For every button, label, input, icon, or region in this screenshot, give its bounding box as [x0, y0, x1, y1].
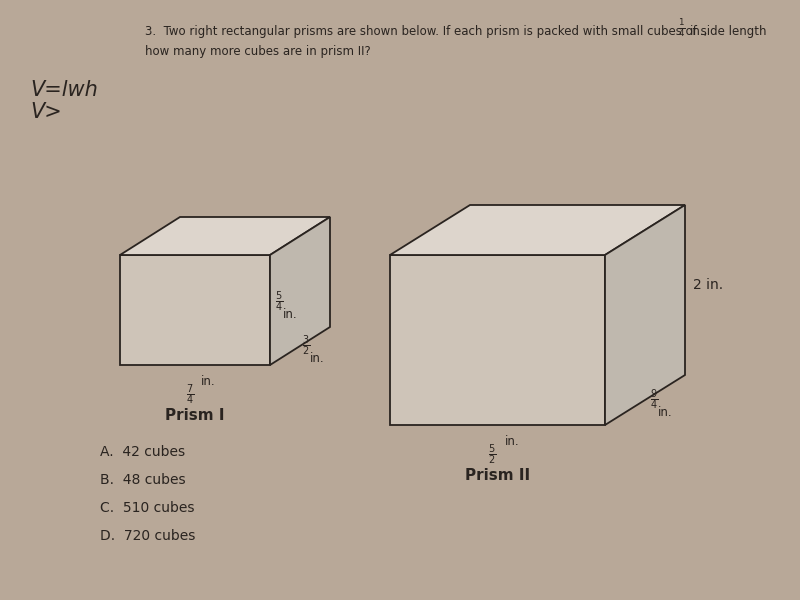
Text: V=lwh: V=lwh: [30, 80, 98, 100]
Text: B.  48 cubes: B. 48 cubes: [100, 473, 186, 487]
Text: in.: in.: [505, 435, 519, 448]
Polygon shape: [120, 255, 270, 365]
Polygon shape: [390, 255, 605, 425]
Text: V>: V>: [30, 102, 62, 122]
Text: how many more cubes are in prism II?: how many more cubes are in prism II?: [145, 46, 370, 58]
Text: $\frac{3}{2}$: $\frac{3}{2}$: [302, 334, 310, 358]
Polygon shape: [120, 217, 330, 255]
Text: Prism II: Prism II: [465, 467, 530, 482]
Text: in.: in.: [201, 375, 216, 388]
Text: D.  720 cubes: D. 720 cubes: [100, 529, 195, 543]
Polygon shape: [390, 205, 685, 255]
Text: $\frac{7}{4}$: $\frac{7}{4}$: [186, 383, 194, 407]
Text: $\frac{5}{2}$: $\frac{5}{2}$: [489, 443, 497, 467]
Text: in.: in.: [283, 307, 298, 320]
Text: in.: in.: [310, 352, 325, 364]
Text: A.  42 cubes: A. 42 cubes: [100, 445, 185, 459]
Polygon shape: [270, 217, 330, 365]
Text: C.  510 cubes: C. 510 cubes: [100, 501, 194, 515]
Text: in.,: in.,: [690, 25, 708, 38]
Text: $\frac{1}{4}$: $\frac{1}{4}$: [678, 17, 686, 39]
Text: $\frac{9}{4}$: $\frac{9}{4}$: [650, 388, 658, 412]
Text: 2 in.: 2 in.: [693, 278, 723, 292]
Polygon shape: [605, 205, 685, 425]
Text: Prism I: Prism I: [166, 407, 225, 422]
Text: $\frac{5}{4}$: $\frac{5}{4}$: [275, 290, 283, 314]
Text: in.: in.: [658, 406, 673, 419]
Text: 3.  Two right rectangular prisms are shown below. If each prism is packed with s: 3. Two right rectangular prisms are show…: [145, 25, 770, 38]
